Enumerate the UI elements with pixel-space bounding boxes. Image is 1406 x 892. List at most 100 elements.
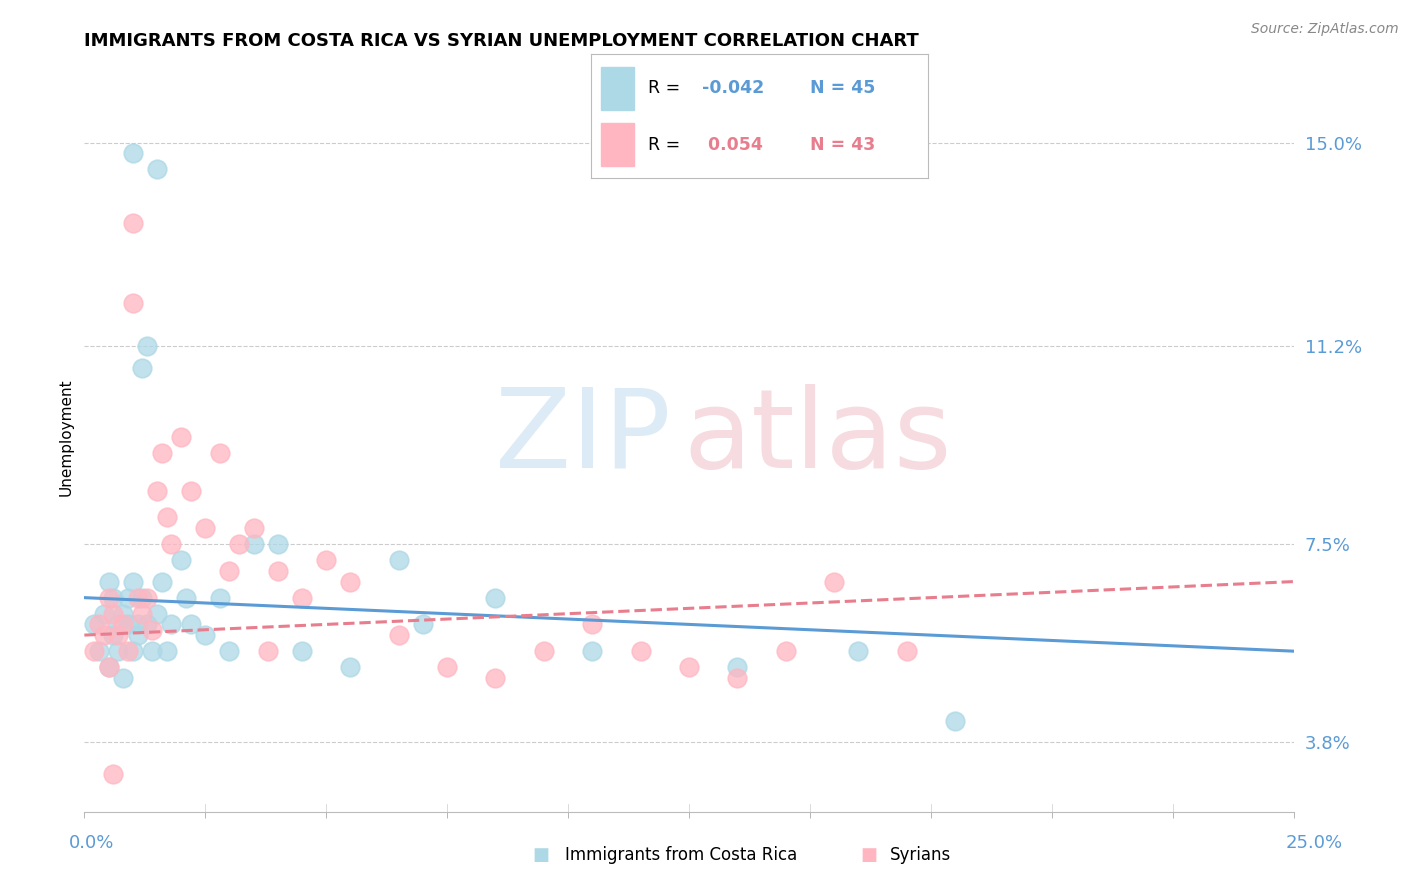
- Point: [97, 660, 120, 674]
- Point: [131, 360, 153, 375]
- Point: [218, 564, 240, 578]
- Text: R =: R =: [648, 136, 686, 153]
- Point: [131, 607, 153, 621]
- Point: [388, 553, 411, 567]
- Point: [775, 644, 797, 658]
- Y-axis label: Unemployment: Unemployment: [58, 378, 73, 496]
- Point: [208, 446, 231, 460]
- Point: [484, 591, 506, 605]
- Point: [194, 628, 217, 642]
- Point: [339, 574, 361, 589]
- Point: [388, 628, 411, 642]
- Point: [291, 644, 314, 658]
- Point: [218, 644, 240, 658]
- Point: [121, 146, 143, 161]
- Point: [257, 644, 280, 658]
- Text: 0.0%: 0.0%: [69, 834, 114, 852]
- Point: [93, 607, 115, 621]
- Text: R =: R =: [648, 79, 686, 97]
- Point: [136, 617, 159, 632]
- Point: [630, 644, 652, 658]
- Point: [194, 521, 217, 535]
- Point: [242, 521, 264, 535]
- Point: [725, 660, 748, 674]
- Point: [136, 591, 159, 605]
- Text: Syrians: Syrians: [890, 846, 952, 863]
- Text: Source: ZipAtlas.com: Source: ZipAtlas.com: [1251, 22, 1399, 37]
- Point: [103, 607, 125, 621]
- Point: [146, 607, 169, 621]
- Point: [267, 537, 290, 551]
- Point: [174, 591, 197, 605]
- Point: [103, 628, 125, 642]
- Point: [83, 617, 105, 632]
- Point: [127, 591, 149, 605]
- Point: [228, 537, 250, 551]
- Point: [846, 644, 869, 658]
- Point: [97, 660, 120, 674]
- Text: 25.0%: 25.0%: [1286, 834, 1343, 852]
- Point: [267, 564, 290, 578]
- Point: [533, 644, 555, 658]
- Point: [83, 644, 105, 658]
- Text: -0.042: -0.042: [702, 79, 763, 97]
- Point: [412, 617, 434, 632]
- Point: [170, 553, 193, 567]
- Point: [150, 446, 173, 460]
- Point: [896, 644, 918, 658]
- Point: [117, 617, 139, 632]
- Point: [107, 628, 129, 642]
- Point: [127, 628, 149, 642]
- Point: [121, 574, 143, 589]
- Point: [107, 644, 129, 658]
- Point: [141, 644, 163, 658]
- Point: [127, 617, 149, 632]
- Point: [121, 216, 143, 230]
- Point: [136, 339, 159, 353]
- Point: [208, 591, 231, 605]
- Point: [87, 617, 110, 632]
- Point: [155, 510, 177, 524]
- Point: [112, 671, 135, 685]
- Point: [581, 644, 603, 658]
- Point: [180, 483, 202, 498]
- Point: [97, 591, 120, 605]
- Text: IMMIGRANTS FROM COSTA RICA VS SYRIAN UNEMPLOYMENT CORRELATION CHART: IMMIGRANTS FROM COSTA RICA VS SYRIAN UNE…: [84, 32, 920, 50]
- Point: [121, 296, 143, 310]
- Text: Immigrants from Costa Rica: Immigrants from Costa Rica: [565, 846, 797, 863]
- Point: [180, 617, 202, 632]
- Point: [725, 671, 748, 685]
- Point: [242, 537, 264, 551]
- Point: [117, 591, 139, 605]
- Point: [170, 430, 193, 444]
- Point: [581, 617, 603, 632]
- Point: [97, 574, 120, 589]
- Point: [146, 483, 169, 498]
- Point: [103, 591, 125, 605]
- Point: [315, 553, 337, 567]
- Text: ZIP: ZIP: [495, 384, 671, 491]
- Point: [117, 644, 139, 658]
- Point: [436, 660, 458, 674]
- Text: N = 45: N = 45: [810, 79, 875, 97]
- Point: [141, 623, 163, 637]
- Point: [87, 644, 110, 658]
- Point: [291, 591, 314, 605]
- Point: [943, 714, 966, 728]
- Point: [112, 607, 135, 621]
- FancyBboxPatch shape: [600, 67, 634, 110]
- Point: [146, 162, 169, 177]
- Text: ■: ■: [860, 846, 877, 863]
- Point: [103, 767, 125, 781]
- Point: [678, 660, 700, 674]
- Point: [339, 660, 361, 674]
- Point: [121, 644, 143, 658]
- Point: [155, 644, 177, 658]
- Point: [93, 628, 115, 642]
- Point: [107, 617, 129, 632]
- Point: [823, 574, 845, 589]
- Text: 0.054: 0.054: [702, 136, 762, 153]
- Point: [150, 574, 173, 589]
- FancyBboxPatch shape: [600, 123, 634, 166]
- Point: [160, 537, 183, 551]
